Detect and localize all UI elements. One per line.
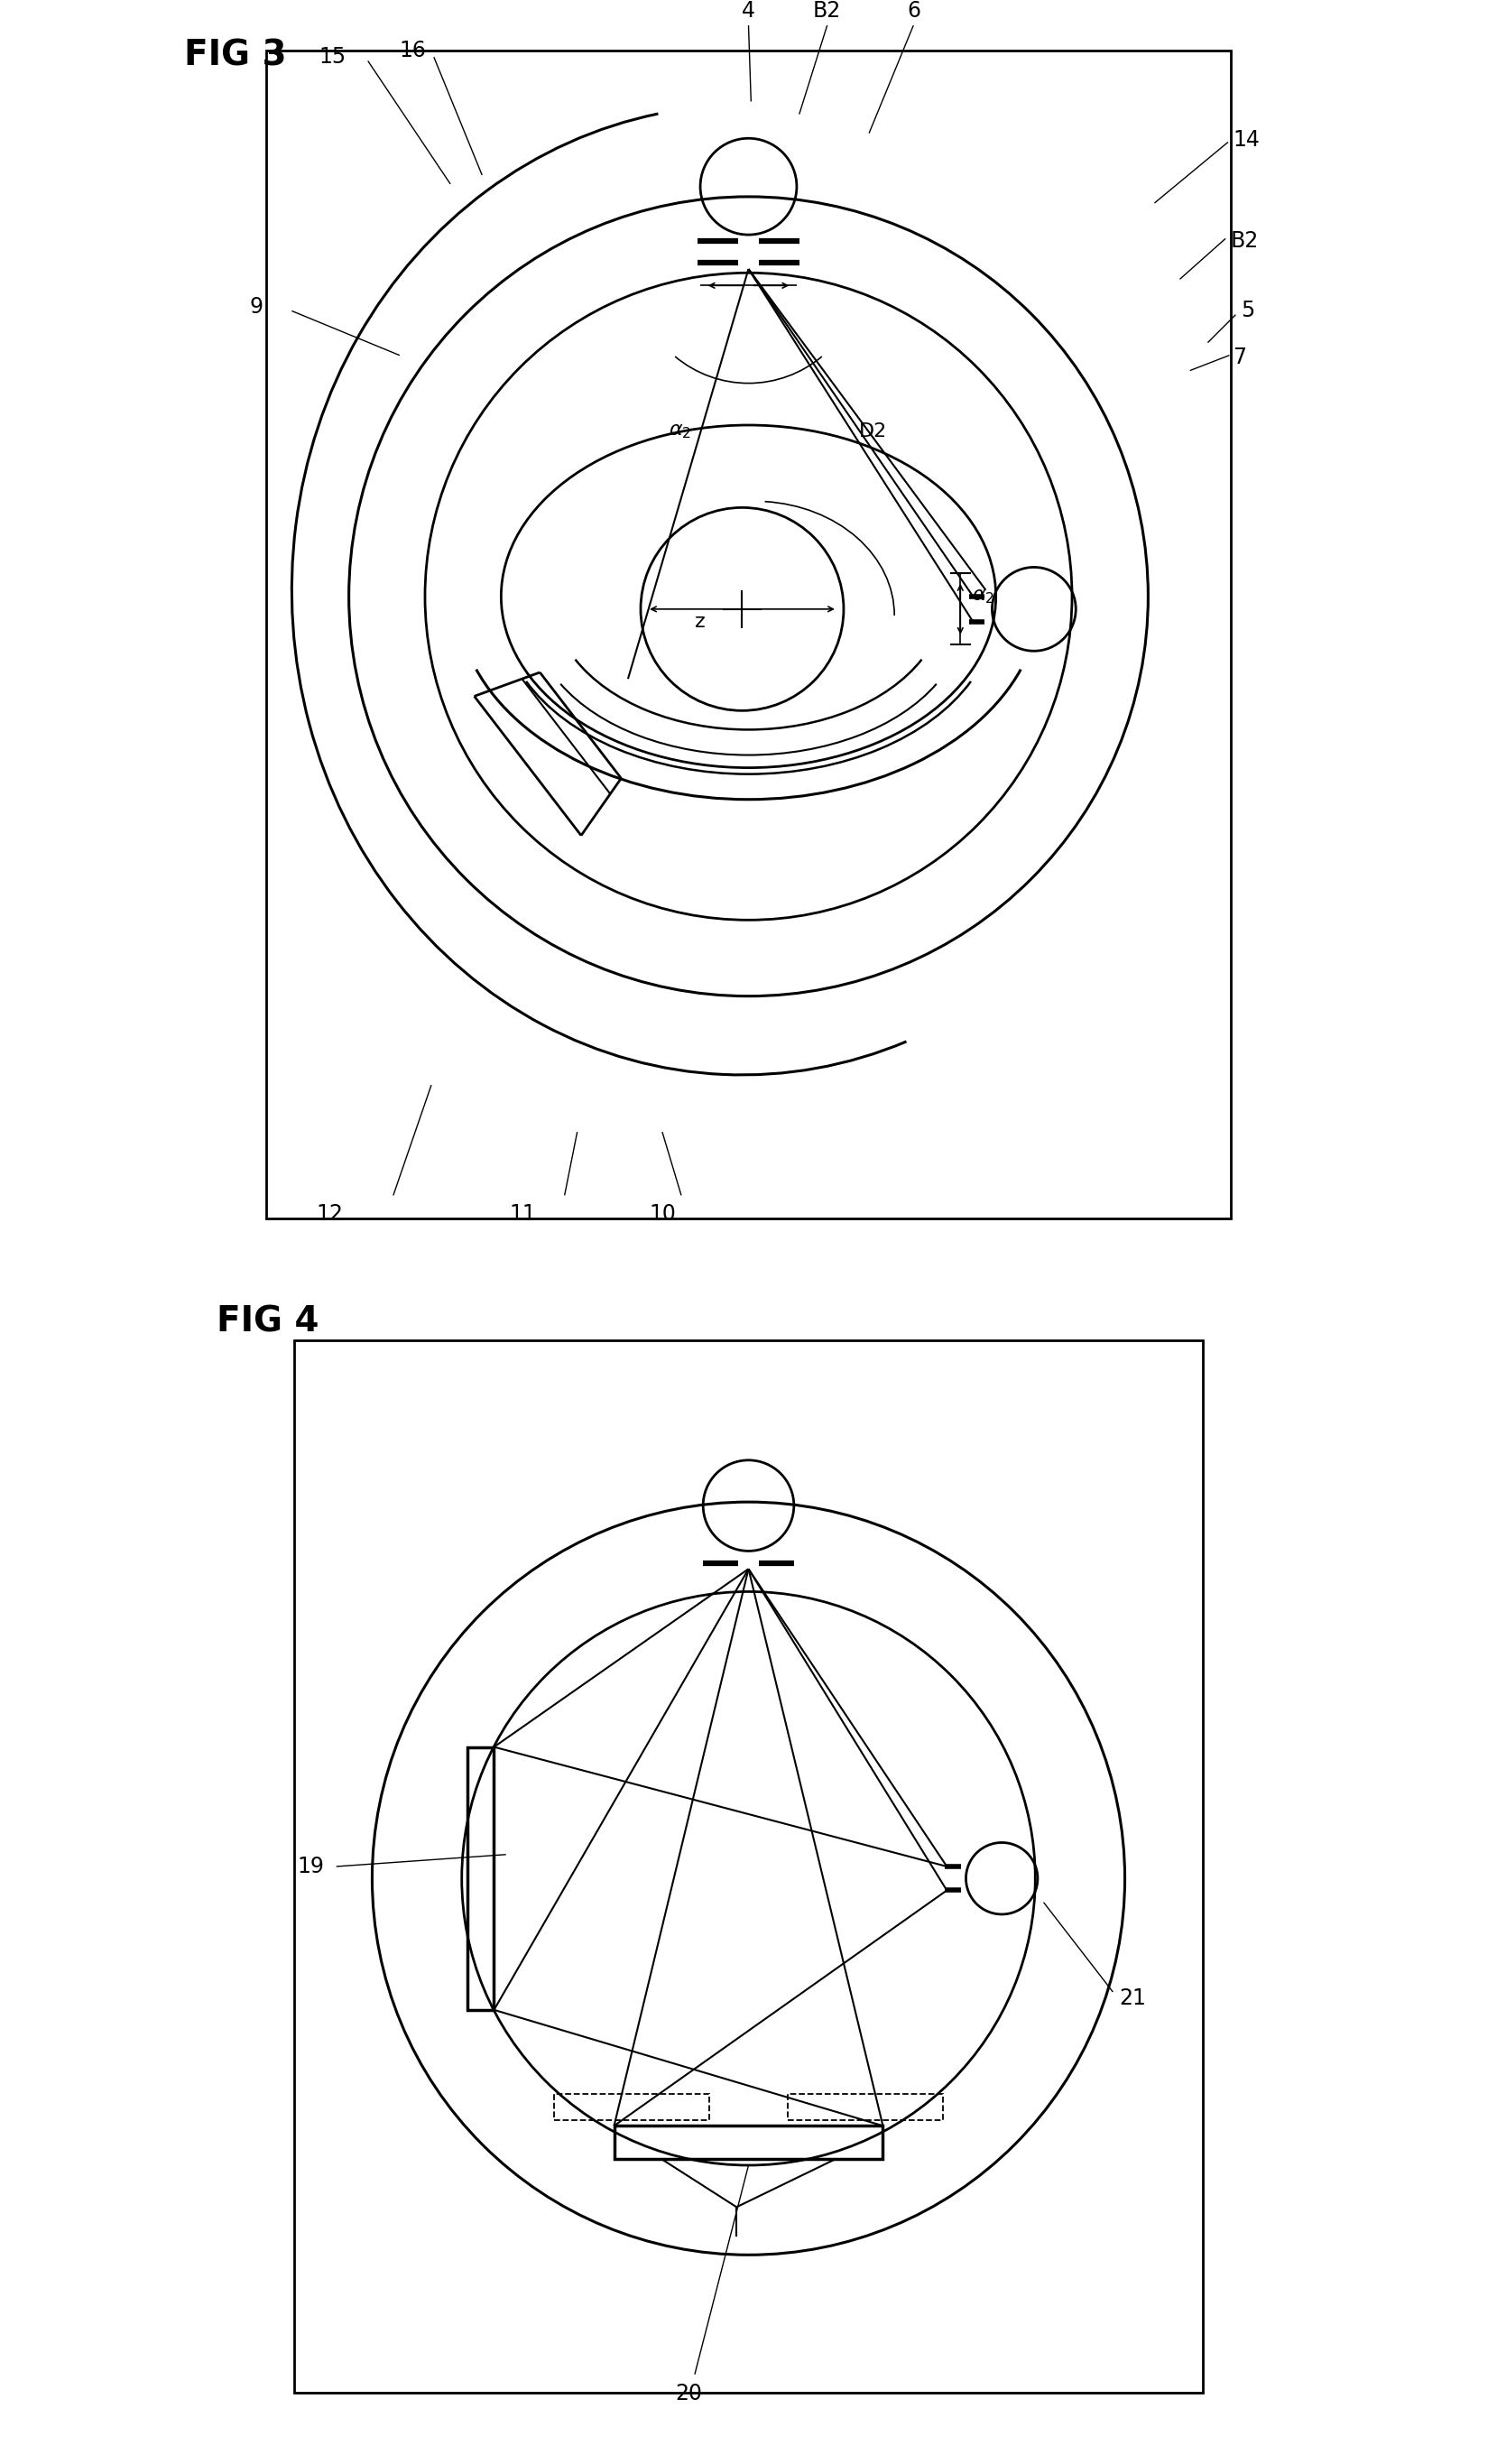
Text: z: z <box>695 614 705 631</box>
Text: B2: B2 <box>813 0 841 22</box>
Text: 9: 9 <box>250 296 263 318</box>
Text: 5: 5 <box>1241 301 1254 323</box>
Text: 20: 20 <box>675 2383 702 2405</box>
Text: 10: 10 <box>648 1202 675 1225</box>
Text: D2: D2 <box>859 421 886 441</box>
Text: $\alpha_2$: $\alpha_2$ <box>669 421 692 441</box>
Text: 7: 7 <box>1234 347 1247 370</box>
Bar <box>295 1340 1202 2393</box>
Bar <box>614 2126 883 2158</box>
Text: $\alpha_2$: $\alpha_2$ <box>972 586 994 606</box>
Text: 16: 16 <box>398 39 425 62</box>
Text: FIG 4: FIG 4 <box>217 1306 319 1338</box>
Text: 11: 11 <box>509 1202 536 1225</box>
Text: FIG 3: FIG 3 <box>184 37 286 71</box>
Bar <box>266 52 1231 1217</box>
Bar <box>467 1747 494 2011</box>
Text: 12: 12 <box>316 1202 343 1225</box>
Text: 6: 6 <box>907 0 921 22</box>
Text: B2: B2 <box>1231 229 1259 251</box>
Bar <box>554 2094 710 2119</box>
Text: 14: 14 <box>1234 128 1260 150</box>
Text: 15: 15 <box>319 47 346 69</box>
Text: 21: 21 <box>1118 1986 1145 2008</box>
Text: 19: 19 <box>298 1855 325 1878</box>
Text: 4: 4 <box>741 0 756 22</box>
Bar <box>787 2094 943 2119</box>
